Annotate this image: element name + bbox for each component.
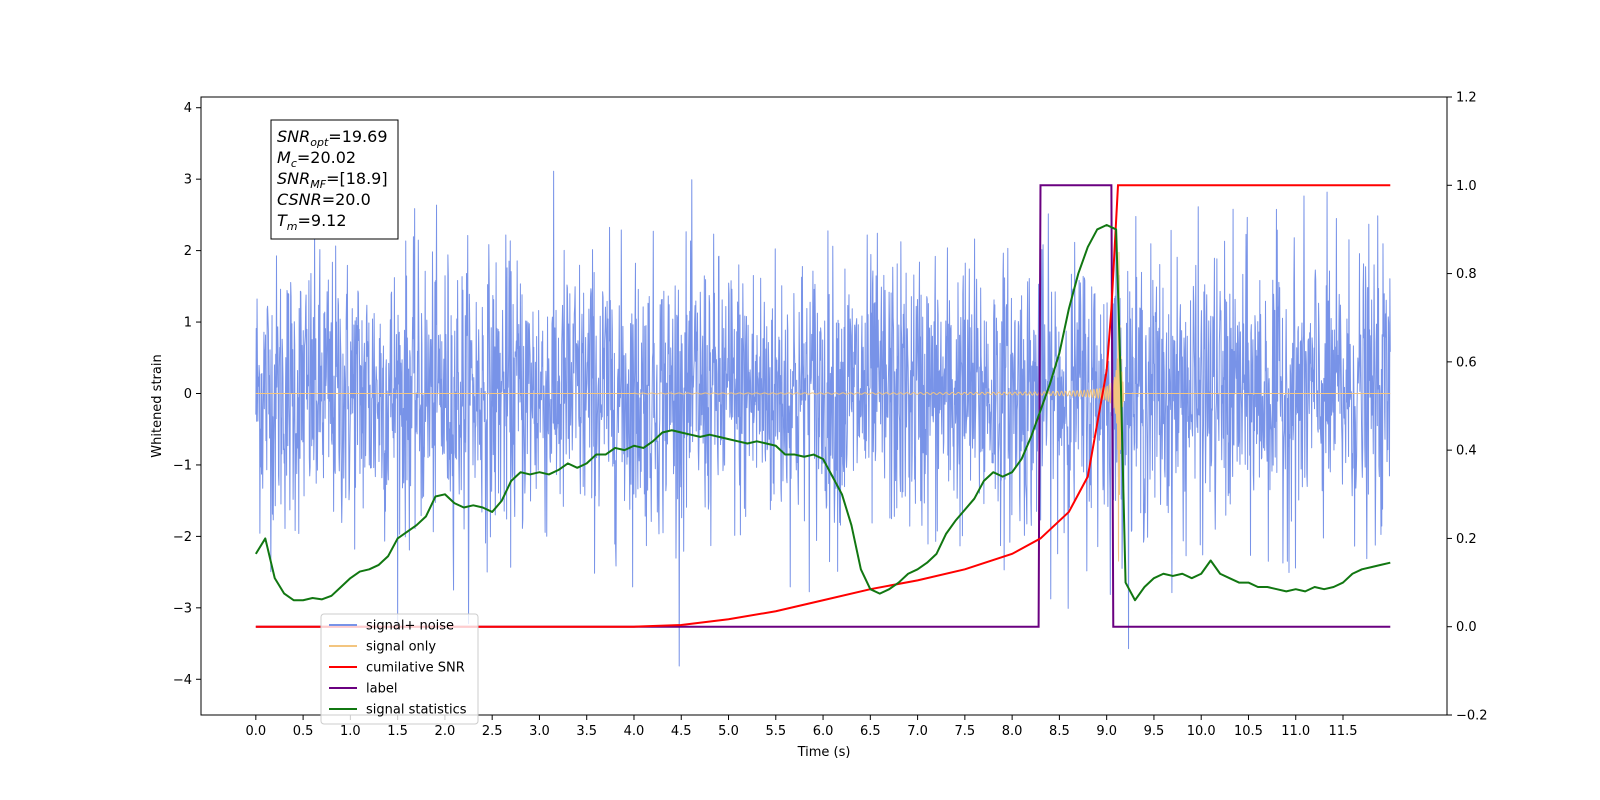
y2-tick-label: 0.4 — [1456, 444, 1477, 459]
y2-tick-label: −0.2 — [1456, 709, 1488, 724]
legend: signal+ noise signal only cumilative SNR la… — [320, 613, 479, 725]
plot-area — [254, 170, 1391, 667]
y-tick-label: −3 — [173, 601, 192, 616]
annotation-box: SNRopt=19.69Mc=20.02SNRMF=[18.9]CSNR=20.… — [270, 119, 399, 240]
signal-statistics-series — [254, 224, 1391, 602]
x-tick-label: 1.5 — [387, 724, 408, 739]
x-tick-label: 9.5 — [1144, 724, 1165, 739]
x-tick-label: 5.5 — [765, 724, 786, 739]
annotation-line: CSNR=20.0 — [277, 190, 371, 209]
x-tick-label: 8.5 — [1049, 724, 1070, 739]
x-tick-label: 2.5 — [482, 724, 503, 739]
y2-tick-label: 0.8 — [1456, 267, 1477, 282]
y-tick-label: 0 — [184, 387, 192, 402]
x-tick-label: 0.5 — [293, 724, 314, 739]
legend-label: signal statistics — [366, 703, 467, 718]
x-tick-label: 9.0 — [1096, 724, 1117, 739]
right-axis-ticks: 1.2 1.0 0.8 0.6 0.4 0.2 0.0 −0.2 — [1447, 91, 1488, 724]
x-tick-label: 3.0 — [529, 724, 550, 739]
y-axis-ticks: 4 3 2 1 0 −1 −2 −3 −4 — [173, 101, 201, 688]
x-tick-label: 4.0 — [624, 724, 645, 739]
legend-label: label — [366, 682, 397, 697]
legend-items: signal+ noise signal only cumilative SNR la… — [329, 619, 467, 718]
y-tick-label: −2 — [173, 530, 192, 545]
annotation-line: SNRopt=19.69 — [277, 127, 388, 149]
x-tick-label: 7.5 — [955, 724, 976, 739]
y2-tick-label: 1.2 — [1456, 91, 1477, 106]
x-tick-label: 4.5 — [671, 724, 692, 739]
annotation-frame — [270, 119, 399, 240]
signal-only-series — [255, 251, 1391, 562]
label-series — [255, 184, 1391, 628]
annotation-line: Tm=9.12 — [277, 211, 347, 233]
legend-label: cumilative SNR — [366, 661, 465, 676]
y2-tick-label: 0.6 — [1456, 355, 1477, 370]
x-tick-label: 11.5 — [1329, 724, 1358, 739]
y-tick-label: 3 — [184, 173, 192, 188]
x-tick-label: 8.0 — [1002, 724, 1023, 739]
y-tick-label: −1 — [173, 458, 192, 473]
x-tick-label: 1.0 — [340, 724, 361, 739]
x-axis-ticks: 0.0 0.5 1.0 1.5 2.0 2.5 3.0 3.5 4.0 4.5 5.0 5.5 6.0 6… — [245, 715, 1357, 739]
x-tick-label: 10.0 — [1187, 724, 1216, 739]
x-tick-label: 7.0 — [907, 724, 928, 739]
plot-frame — [200, 96, 1448, 716]
x-tick-label: 3.5 — [576, 724, 597, 739]
x-tick-label: 5.0 — [718, 724, 739, 739]
annotation-line: Mc=20.02 — [277, 148, 356, 170]
x-tick-label: 6.5 — [860, 724, 881, 739]
cumulative-snr-series — [255, 184, 1391, 628]
y2-tick-label: 0.0 — [1456, 620, 1477, 635]
y-tick-label: 4 — [184, 101, 192, 116]
x-tick-label: 6.0 — [813, 724, 834, 739]
x-tick-label: 0.0 — [245, 724, 266, 739]
annotation-line: SNRMF=[18.9] — [277, 169, 388, 191]
y-tick-label: 1 — [184, 316, 192, 331]
legend-label: signal+ noise — [366, 619, 454, 634]
legend-label: signal only — [366, 640, 436, 655]
signal-noise-series — [255, 170, 1391, 667]
legend-frame — [320, 613, 479, 725]
y2-tick-label: 0.2 — [1456, 532, 1477, 547]
x-tick-label: 10.5 — [1234, 724, 1263, 739]
x-axis-label: Time (s) — [797, 745, 851, 760]
x-tick-label: 2.0 — [435, 724, 456, 739]
y-axis-label: Whitened strain — [150, 354, 165, 457]
annotation-lines: SNRopt=19.69Mc=20.02SNRMF=[18.9]CSNR=20.… — [277, 127, 388, 233]
y-tick-label: 2 — [184, 244, 192, 259]
y-tick-label: −4 — [173, 673, 192, 688]
x-tick-label: 11.0 — [1281, 724, 1310, 739]
y2-tick-label: 1.0 — [1456, 179, 1477, 194]
